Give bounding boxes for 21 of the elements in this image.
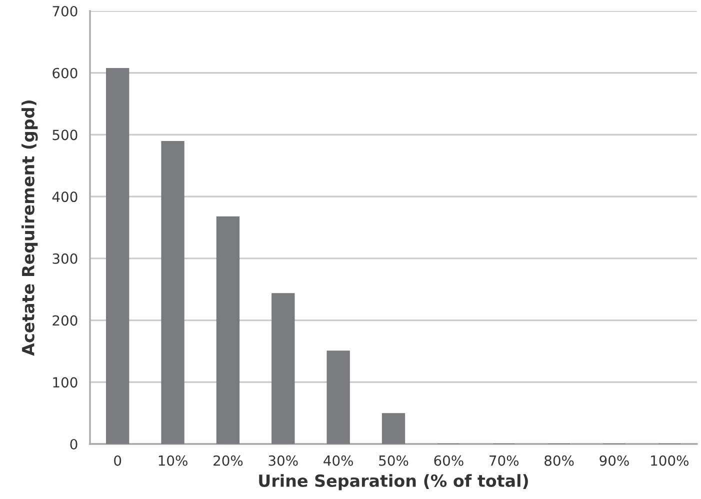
x-tick-label: 90% [600,455,629,466]
x-tick-label: 100% [651,455,688,466]
y-tick-label: 300 [52,253,78,264]
y-tick-label: 500 [52,130,78,140]
x-tick-label: 50% [379,455,408,466]
y-tick-label: 100 [53,377,78,388]
y-tick-label: 700 [52,6,78,16]
x-axis-title: Urine Separation (% of total) [259,474,528,490]
x-tick-label: 40% [324,455,353,466]
x-tick-label: 0 [114,455,122,466]
x-tick-label: 70% [490,455,519,466]
x-tick-label: 30% [268,455,298,466]
x-tick-label: 20% [214,455,243,466]
y-tick-label: 200 [52,315,78,326]
y-tick-label: 600 [52,68,78,78]
x-tick-label: 60% [434,455,464,466]
y-tick-label: 400 [52,192,78,202]
y-axis-title: Acetate Requirement (gpd) [22,100,38,356]
x-tick-label: 10% [158,455,188,466]
y-tick-label: 0 [70,438,78,450]
x-tick-label: 80% [544,455,574,466]
